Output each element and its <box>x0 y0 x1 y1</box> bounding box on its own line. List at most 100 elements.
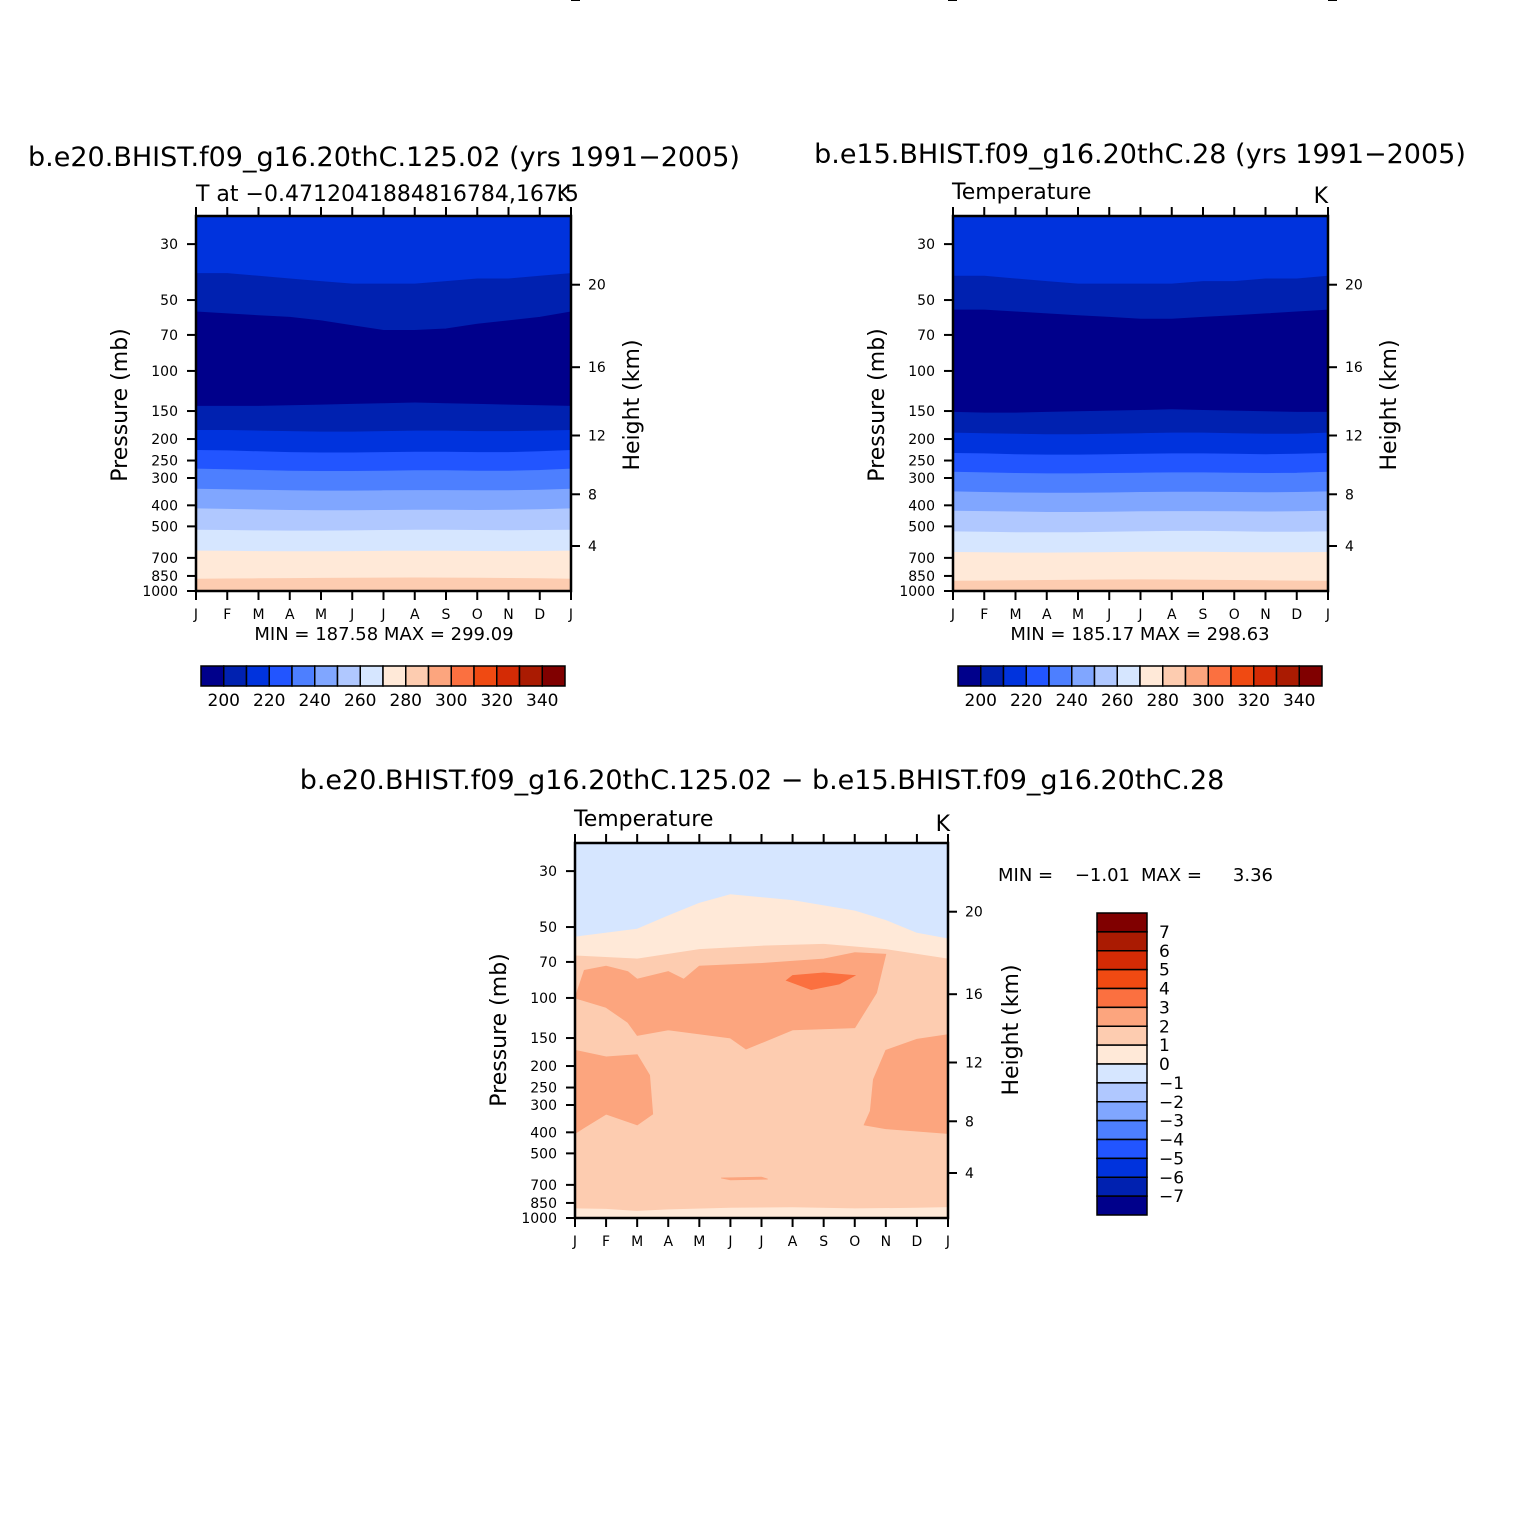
y-tick-label: 150 <box>908 404 935 420</box>
colorbar-box <box>1093 665 1118 687</box>
y-tick-label: 200 <box>908 432 935 448</box>
panel1-subtitle: T at −0.4712041884816784,167.5 <box>195 182 579 207</box>
panel3-ylabel-right: Height (km) <box>999 964 1024 1095</box>
colorbar-label: 240 <box>299 691 331 711</box>
y-tick-label: 100 <box>151 364 178 380</box>
y-tick-label: 250 <box>530 1081 557 1097</box>
y-tick-label: 1000 <box>521 1211 557 1227</box>
x-tick-label: O <box>1229 607 1240 623</box>
colorbar-box <box>1096 1006 1148 1027</box>
colorbar-label: −4 <box>1159 1131 1184 1151</box>
panel1-minmax: MIN = 187.58 MAX = 299.09 <box>254 624 513 645</box>
colorbar-label: 1 <box>1159 1036 1170 1056</box>
panel3-title: b.e20.BHIST.f09_g16.20thC.125.02 − b.e15… <box>300 765 1225 796</box>
panel2-subtitle: Temperature <box>951 180 1091 205</box>
x-tick-label: J <box>1137 607 1142 623</box>
contour-band <box>953 579 1328 591</box>
colorbar-label: 320 <box>481 691 513 711</box>
colorbar-label: −7 <box>1159 1187 1184 1207</box>
colorbar-box <box>1002 665 1027 687</box>
panel2-ylabel: Pressure (mb) <box>865 328 890 482</box>
colorbar-label: 240 <box>1056 691 1088 711</box>
contour-band <box>196 577 571 591</box>
colorbar-label: 220 <box>1010 691 1042 711</box>
y-tick-label: 250 <box>908 454 935 470</box>
y-tick-label: 400 <box>908 498 935 514</box>
contour-band <box>196 508 571 532</box>
y-tick-label: 150 <box>530 1031 557 1047</box>
colorbar-label: 200 <box>208 691 240 711</box>
colorbar-box <box>1162 665 1187 687</box>
y-tick-label: 70 <box>539 955 557 971</box>
y-tick-label: 700 <box>151 551 178 567</box>
colorbar-label: 6 <box>1159 942 1170 962</box>
contour-band <box>196 488 571 512</box>
colorbar-box <box>1096 912 1148 933</box>
colorbar-label: −1 <box>1159 1074 1184 1094</box>
x-tick-label: J <box>1325 607 1330 623</box>
colorbar-label: 340 <box>526 691 558 711</box>
y-tick-label: 500 <box>530 1146 557 1162</box>
colorbar-box <box>1071 665 1096 687</box>
y-tick-label: 50 <box>539 920 557 936</box>
contour-region <box>785 972 857 991</box>
colorbar-box <box>1096 1157 1148 1178</box>
colorbar-label: 4 <box>1159 980 1170 1000</box>
colorbar-label: 7 <box>1159 923 1170 943</box>
y-right-tick-label: 8 <box>1345 487 1354 503</box>
colorbar-box <box>1096 1082 1148 1103</box>
panel3-min-prefix: MIN = <box>998 865 1053 886</box>
y-tick-label: 200 <box>151 432 178 448</box>
colorbar-label: 0 <box>1159 1055 1170 1075</box>
y-right-tick-label: 16 <box>965 987 983 1003</box>
x-tick-label: M <box>693 1234 705 1250</box>
colorbar-box <box>1253 665 1278 687</box>
y-tick-label: 700 <box>908 551 935 567</box>
y-tick-label: 30 <box>160 237 178 253</box>
colorbar-box <box>200 665 225 687</box>
colorbar-label: 300 <box>1192 691 1224 711</box>
y-right-tick-label: 24 <box>965 0 983 4</box>
y-tick-label: 700 <box>530 1178 557 1194</box>
panel3-min-value: −1.01 <box>1075 865 1130 886</box>
colorbar-box <box>1275 665 1300 687</box>
y-tick-label: 500 <box>908 519 935 535</box>
contour-band <box>953 452 1328 475</box>
colorbar-box <box>223 665 248 687</box>
panel2-title: b.e15.BHIST.f09_g16.20thC.28 (yrs 1991−2… <box>814 139 1466 170</box>
x-tick-label: M <box>1072 607 1084 623</box>
y-tick-label: 300 <box>151 471 178 487</box>
x-tick-label: O <box>472 607 483 623</box>
x-tick-label: N <box>1260 607 1270 623</box>
x-tick-label: J <box>380 607 385 623</box>
colorbar-box <box>1184 665 1209 687</box>
colorbar-box <box>980 665 1005 687</box>
x-tick-label: A <box>1167 607 1177 623</box>
colorbar-box <box>1096 1138 1148 1160</box>
panel3-max-value: 3.36 <box>1233 865 1273 886</box>
y-right-tick-label: 8 <box>588 487 597 503</box>
colorbar-label: 2 <box>1159 1017 1170 1037</box>
colorbar-box <box>1096 1101 1148 1122</box>
colorbar-label: −2 <box>1159 1093 1184 1113</box>
x-tick-label: D <box>1291 607 1302 623</box>
p2-contour-fills <box>953 216 1328 591</box>
colorbar-label: 280 <box>1147 691 1179 711</box>
colorbar-box <box>1048 665 1073 687</box>
panel1-ylabel: Pressure (mb) <box>108 328 133 482</box>
contour-band <box>953 432 1328 456</box>
y-tick-label: 100 <box>530 991 557 1007</box>
contour-band <box>196 402 571 433</box>
colorbar-box <box>382 665 407 687</box>
y-right-tick-label: 20 <box>965 905 983 921</box>
colorbar-box <box>359 665 384 687</box>
panel2-ylabel-right: Height (km) <box>1377 339 1402 470</box>
p1-contour-fills <box>196 216 571 591</box>
y-tick-label: 500 <box>151 519 178 535</box>
contour-band <box>953 216 1328 285</box>
x-tick-label: M <box>631 1234 643 1250</box>
y-right-tick-label: 20 <box>1345 278 1363 294</box>
